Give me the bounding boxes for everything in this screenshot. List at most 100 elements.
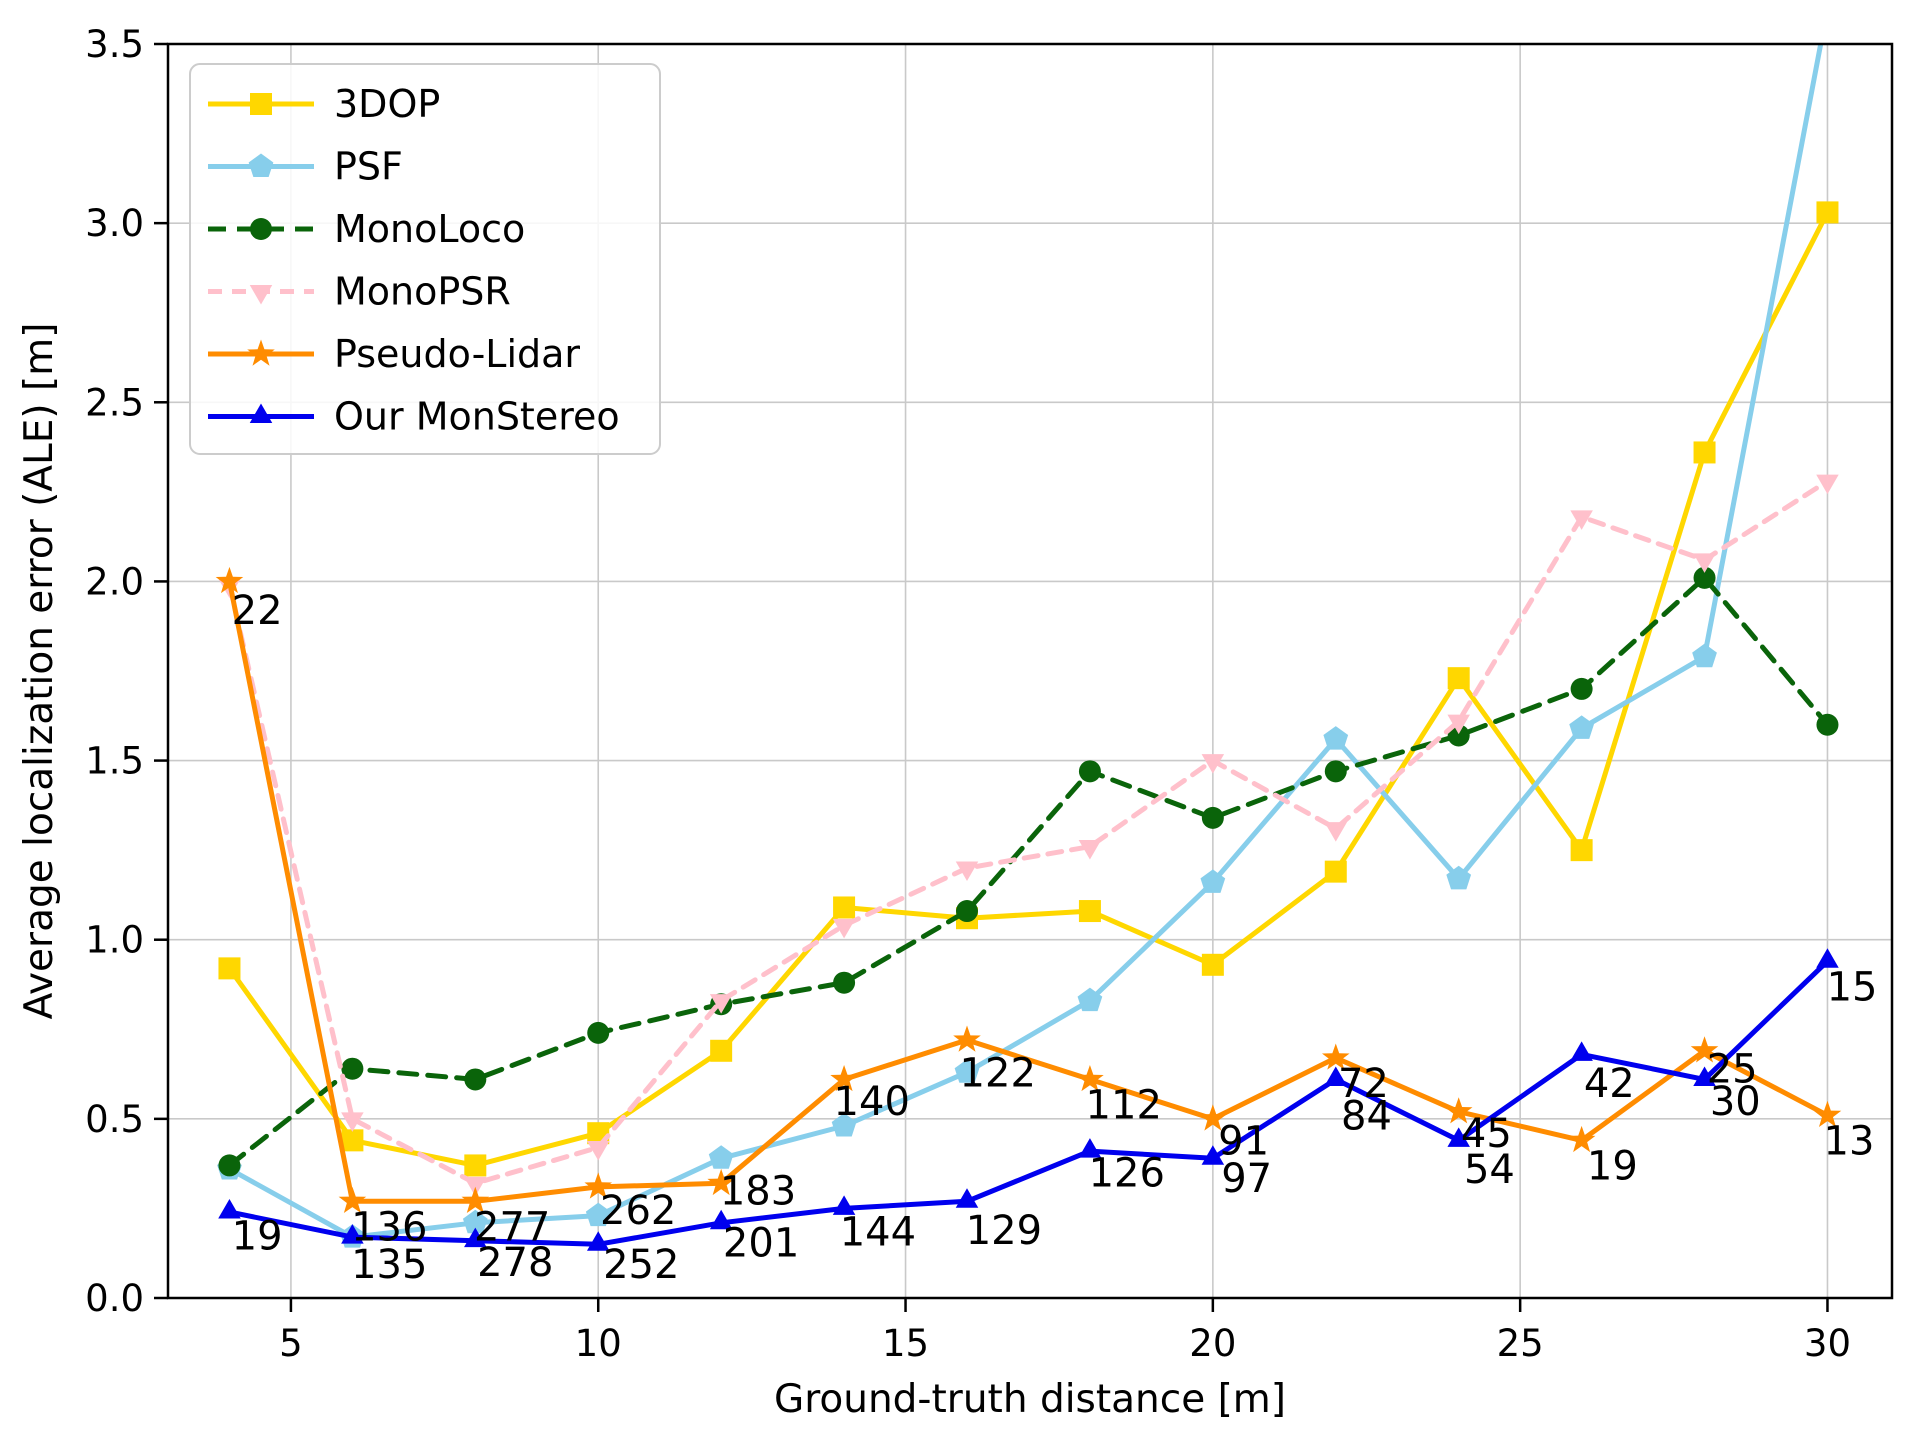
- pentagon-marker: [462, 1209, 488, 1234]
- pentagon-shape: [1446, 865, 1472, 890]
- circle-marker: [1324, 760, 1347, 783]
- pentagon-shape: [1323, 726, 1349, 750]
- triangle-down-shape: [1570, 510, 1593, 530]
- triangle-down-shape: [709, 994, 733, 1014]
- square-marker: [464, 1154, 487, 1177]
- triangle-up-shape: [586, 1231, 610, 1251]
- circle-marker: [956, 900, 979, 923]
- triangle-down-shape: [1078, 840, 1102, 860]
- square-shape: [341, 1129, 364, 1152]
- triangle-up-shape: [1693, 1066, 1716, 1086]
- y-tick-label: 3.5: [85, 23, 144, 66]
- count-annotation: 136: [351, 1204, 427, 1250]
- triangle-down-shape: [955, 861, 979, 882]
- x-tick-label: 10: [575, 1322, 622, 1365]
- triangle-down-marker: [464, 1176, 487, 1197]
- triangle-up-marker: [1078, 1138, 1102, 1158]
- triangle-down-shape: [832, 918, 856, 939]
- count-annotation: 72: [1338, 1061, 1389, 1107]
- triangle-up-shape: [249, 403, 273, 423]
- square-marker: [218, 957, 241, 980]
- series-layer: [215, 44, 1842, 1251]
- tick-label-layer: 5 10 15 20 25 300.00.51.01.52.02.53.03.5: [85, 23, 1851, 1365]
- count-annotation: 183: [720, 1169, 796, 1215]
- square-marker: [1816, 201, 1839, 224]
- triangle-up-shape: [1078, 1138, 1102, 1158]
- star-marker: [953, 1025, 981, 1052]
- square-shape: [1816, 201, 1839, 224]
- square-shape: [1324, 860, 1347, 883]
- star-shape: [1567, 1125, 1596, 1153]
- count-annotation: 262: [600, 1188, 676, 1234]
- pentagon-shape: [462, 1209, 488, 1234]
- count-annotation: 19: [1587, 1143, 1638, 1189]
- square-shape: [1447, 667, 1470, 690]
- series-line-monopsr: [227, 478, 1830, 1186]
- square-marker: [1324, 860, 1347, 883]
- pentagon-shape: [1077, 987, 1103, 1012]
- square-marker: [1693, 441, 1716, 464]
- legend-label: 3DOP: [334, 82, 440, 126]
- count-annotation: 45: [1461, 1111, 1512, 1157]
- circle-shape: [1201, 806, 1224, 829]
- count-annotation: 252: [603, 1242, 679, 1288]
- count-annotation: 97: [1221, 1156, 1272, 1202]
- triangle-up-shape: [1447, 1127, 1470, 1147]
- triangle-down-shape: [1201, 754, 1225, 774]
- circle-marker: [341, 1057, 364, 1080]
- pentagon-marker: [708, 1145, 734, 1169]
- star-marker: [584, 1172, 613, 1199]
- triangle-down-marker: [1201, 754, 1225, 774]
- star-marker: [1690, 1036, 1719, 1063]
- legend-label: MonoPSR: [334, 270, 511, 314]
- star-shape: [1813, 1100, 1842, 1128]
- count-annotation: 122: [960, 1050, 1036, 1096]
- y-axis-label: Average localization error (ALE) [m]: [17, 323, 62, 1020]
- star-marker: [1813, 1100, 1842, 1128]
- series-line-our-monstereo: [227, 958, 1830, 1247]
- circle-shape: [341, 1057, 364, 1080]
- square-marker: [1078, 900, 1101, 923]
- circle-marker: [1816, 713, 1839, 736]
- series-line-3dop: [227, 209, 1830, 1168]
- triangle-up-marker: [1201, 1145, 1225, 1165]
- circle-shape: [250, 218, 272, 240]
- square-shape: [833, 896, 856, 919]
- y-tick-label: 1.0: [85, 919, 144, 962]
- y-tick-label: 2.5: [85, 381, 144, 424]
- triangle-up-shape: [341, 1224, 364, 1244]
- count-annotation: 13: [1824, 1118, 1875, 1164]
- pentagon-marker: [1200, 869, 1226, 893]
- x-tick-label: 25: [1497, 1322, 1544, 1365]
- pentagon-marker: [1569, 715, 1594, 739]
- triangle-down-marker: [249, 285, 273, 305]
- triangle-up-marker: [709, 1209, 733, 1230]
- triangle-down-marker: [586, 1141, 610, 1161]
- pentagon-shape: [831, 1113, 857, 1137]
- legend-item-our-monstereo: Our MonStereo: [208, 395, 620, 439]
- triangle-down-marker: [1324, 822, 1348, 842]
- triangle-up-marker: [1324, 1066, 1348, 1086]
- triangle-down-marker: [709, 994, 733, 1014]
- triangle-up-shape: [1324, 1066, 1348, 1086]
- triangle-down-shape: [586, 1141, 610, 1161]
- x-tick-label: 15: [882, 1322, 929, 1365]
- count-annotation: 15: [1827, 964, 1878, 1010]
- star-marker: [338, 1186, 367, 1213]
- legend-item-monoloco: MonoLoco: [208, 207, 525, 251]
- triangle-down-shape: [341, 1112, 364, 1132]
- series-psf: [217, 44, 1824, 1248]
- pentagon-shape: [248, 153, 274, 178]
- triangle-down-marker: [1816, 474, 1839, 495]
- x-axis-label: Ground-truth distance [m]: [774, 1377, 1286, 1422]
- triangle-down-shape: [1816, 474, 1839, 495]
- star-shape: [1321, 1043, 1350, 1070]
- count-annotation: 22: [232, 588, 283, 634]
- legend: 3DOP PSF MonoLoco MonoPSR Pseudo-Lidar Our Mo…: [189, 63, 661, 455]
- count-annotation: 129: [966, 1208, 1042, 1254]
- triangle-up-shape: [1816, 948, 1839, 968]
- circle-marker: [218, 1154, 241, 1177]
- legend-item-psf: PSF: [208, 145, 403, 189]
